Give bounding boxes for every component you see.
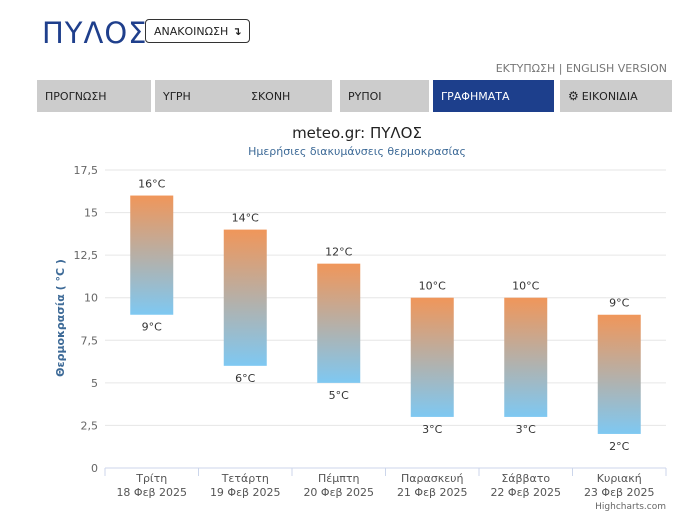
range-bars: [130, 195, 641, 434]
tab-charts[interactable]: ΓΡΑΦΗΜΑΤΑ: [433, 80, 554, 112]
gear-icon: ⚙: [568, 89, 579, 103]
low-temp-label: 9°C: [142, 321, 162, 334]
y-axis-label: Θερμοκρασία ( °C ): [54, 259, 67, 377]
x-date-label: 18 Φεβ 2025: [116, 486, 187, 499]
low-temp-label: 3°C: [516, 423, 536, 436]
tab-label: ΠΡΟΓΝΩΣΗ: [45, 89, 107, 103]
x-day-label: Σάββατο: [501, 472, 550, 485]
arrow-down-icon: ↴: [232, 24, 242, 38]
tab-icons[interactable]: ⚙ ΕΙΚΟΝΙΔΙΑ: [560, 80, 672, 112]
temperature-range-bar: [223, 229, 267, 366]
temperature-range-bar: [130, 195, 174, 315]
x-day-label: Κυριακή: [597, 472, 642, 485]
chart-title: meteo.gr: ΠΥΛΟΣ: [292, 124, 422, 142]
x-date-label: 23 Φεβ 2025: [584, 486, 655, 499]
links-separator: |: [555, 62, 566, 75]
y-tick-label: 0: [91, 462, 98, 475]
chart-subtitle: Ημερήσιες διακυμάνσεις θερμοκρασίας: [248, 145, 466, 158]
tab-label: ΣΚΟΝΗ: [251, 89, 291, 103]
high-temp-label: 9°C: [609, 297, 629, 310]
tab-forecast[interactable]: ΠΡΟΓΝΩΣΗ: [37, 80, 151, 112]
tab-dust[interactable]: ΣΚΟΝΗ: [243, 80, 332, 112]
y-tick-label: 2,5: [81, 419, 99, 432]
x-day-label: Πέμπτη: [318, 472, 359, 485]
x-day-label: Παρασκευή: [401, 472, 464, 485]
low-temp-label: 3°C: [422, 423, 442, 436]
x-day-label: Τετάρτη: [221, 472, 269, 485]
y-tick-label: 12,5: [74, 249, 99, 262]
temperature-range-bar: [504, 297, 548, 417]
x-date-label: 21 Φεβ 2025: [397, 486, 468, 499]
announce-label: ΑΝΑΚΟΙΝΩΣΗ: [154, 24, 229, 38]
english-version-link[interactable]: ENGLISH VERSION: [565, 62, 667, 75]
x-date-label: 19 Φεβ 2025: [210, 486, 281, 499]
tab-label: ΕΙΚΟΝΙΔΙΑ: [581, 89, 638, 103]
y-tick-label: 17,5: [74, 164, 99, 177]
tab-label: ΡΥΠΟΙ: [348, 89, 382, 103]
high-temp-label: 10°C: [512, 280, 539, 293]
high-temp-label: 14°C: [232, 212, 259, 225]
announce-button[interactable]: ΑΝΑΚΟΙΝΩΣΗ ↴: [145, 19, 251, 43]
tab-humidity[interactable]: ΥΓΡΗ: [155, 80, 251, 112]
high-temp-label: 10°C: [419, 280, 446, 293]
credits-link[interactable]: Highcharts.com: [595, 502, 666, 512]
y-tick-label: 7,5: [81, 334, 99, 347]
high-temp-label: 16°C: [138, 178, 165, 191]
x-date-label: 22 Φεβ 2025: [490, 486, 561, 499]
y-tick-label: 5: [91, 377, 98, 390]
print-link[interactable]: ΕΚΤΥΠΩΣΗ: [495, 62, 556, 75]
y-tick-label: 15: [84, 207, 98, 220]
low-temp-label: 5°C: [329, 389, 349, 402]
tab-pollutants[interactable]: ΡΥΠΟΙ: [340, 80, 429, 112]
temperature-range-bar: [597, 314, 641, 434]
high-temp-label: 12°C: [325, 246, 352, 259]
tab-label: ΓΡΑΦΗΜΑΤΑ: [441, 89, 510, 103]
temperature-range-bar: [410, 297, 454, 417]
x-day-label: Τρίτη: [135, 472, 167, 485]
low-temp-label: 6°C: [235, 372, 255, 385]
tab-label: ΥΓΡΗ: [163, 89, 191, 103]
y-tick-labels: 0 2,5 5 7,5 10 12,5 15 17,5: [74, 164, 99, 475]
top-links: ΕΚΤΥΠΩΣΗ | ENGLISH VERSION: [496, 62, 667, 75]
x-date-label: 20 Φεβ 2025: [303, 486, 374, 499]
temperature-range-bar: [317, 263, 361, 383]
grid-lines: [105, 169, 666, 469]
city-title: ΠΥΛΟΣ: [42, 16, 148, 50]
y-tick-label: 10: [84, 292, 98, 305]
data-labels: 16°C 9°C 14°C 6°C 12°C 5°C 10°C 3°C 10°C 3°C 9°C 2°…: [138, 178, 629, 453]
low-temp-label: 2°C: [609, 440, 629, 453]
